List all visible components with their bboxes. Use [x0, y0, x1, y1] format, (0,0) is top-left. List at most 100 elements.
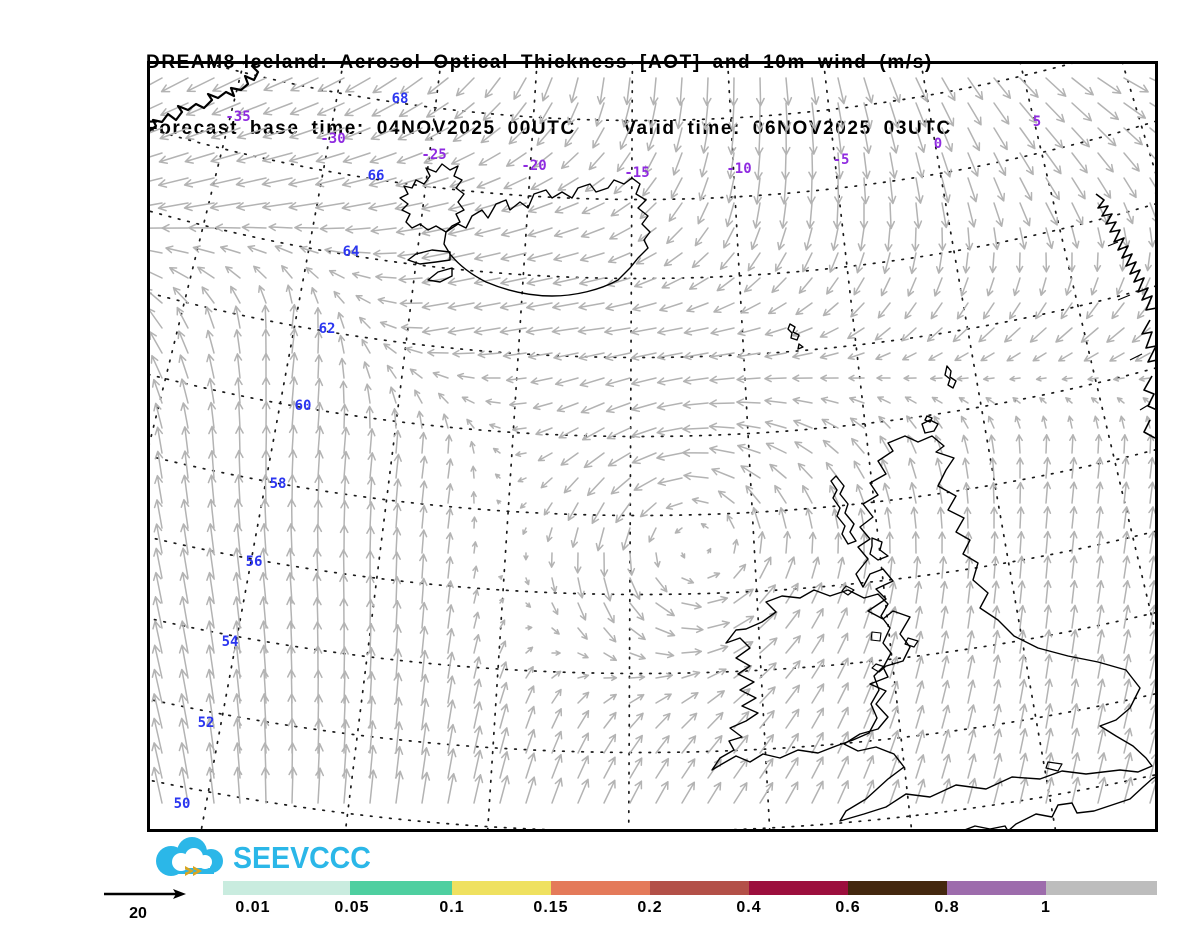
wind-arrow [709, 351, 735, 360]
wind-arrow [473, 701, 483, 729]
wind-arrow [315, 767, 325, 804]
wind-arrow [736, 421, 761, 430]
wind-arrow [474, 227, 501, 238]
wind-arrow [551, 688, 562, 704]
wind-arrow [447, 227, 475, 237]
wind-arrow [1004, 327, 1021, 343]
wind-arrow [317, 77, 345, 92]
wind-arrow [733, 782, 748, 804]
wind-arrow [863, 656, 874, 679]
wind-arrow [805, 507, 813, 529]
wind-arrow [1083, 352, 1099, 362]
wind-arrow [615, 502, 631, 524]
greenland-coast [150, 64, 260, 132]
wind-arrow [792, 396, 813, 405]
wind-arrow [707, 668, 727, 679]
wind-arrow [811, 658, 825, 679]
legend-swatch [551, 881, 650, 895]
wind-arrow [580, 227, 605, 239]
wind-arrow [819, 327, 839, 338]
wind-arrow [525, 728, 536, 754]
wind-arrow [596, 77, 606, 105]
wind-arrow [1069, 481, 1078, 504]
wind-arrow [726, 514, 735, 529]
wind-arrow [499, 619, 506, 629]
longitude-label: -15 [624, 165, 649, 181]
wind-arrow [941, 77, 956, 102]
wind-arrow [1131, 327, 1151, 343]
wind-arrow [681, 602, 702, 610]
wind-arrow [655, 735, 670, 754]
wind-arrow [960, 415, 969, 429]
wind-arrow [185, 127, 215, 141]
wind-arrow [473, 277, 501, 287]
wind-arrow [150, 127, 163, 134]
wind-arrow [681, 648, 703, 656]
wind-arrow [299, 245, 319, 254]
wind-arrow [560, 152, 579, 170]
wind-arrow [1123, 653, 1132, 679]
wind-arrow [421, 202, 449, 212]
wind-arrow [1071, 77, 1094, 96]
wind-arrow [733, 734, 749, 754]
wind-arrow [884, 227, 893, 252]
wind-arrow [604, 352, 631, 362]
wind-arrow [151, 378, 163, 404]
wind-arrow [1045, 77, 1067, 97]
wind-arrow [992, 227, 1001, 251]
wind-arrow [673, 127, 683, 153]
wind-arrow [234, 401, 244, 429]
wind-arrow [1109, 352, 1125, 362]
wind-arrow [179, 378, 189, 404]
wind-arrow [476, 177, 501, 189]
outer-hebrides [830, 475, 857, 545]
wind-arrow [963, 506, 972, 529]
wind-arrow [938, 531, 946, 554]
wind-arrow [875, 352, 891, 361]
wind-arrow [990, 506, 998, 529]
wind-arrow [1095, 530, 1104, 554]
wind-arrow [785, 708, 800, 729]
wind-arrow [952, 327, 969, 343]
wind-arrow [1097, 776, 1107, 804]
graticule-labels: -35 -30 -25 -20 -15 -10 -5 0 5 68 66 64 62 60 58 56 54 52… [174, 91, 1042, 812]
wind-arrow [989, 252, 997, 274]
wind-arrow [1149, 202, 1155, 222]
wind-arrow [736, 398, 761, 407]
wind-arrow [610, 477, 631, 495]
wind-arrow [698, 177, 709, 202]
wind-arrow [1148, 481, 1155, 504]
lough-neagh [870, 631, 882, 642]
wind-arrow [577, 326, 605, 335]
wind-arrow [405, 346, 423, 354]
wind-arrow [287, 473, 297, 504]
wind-arrow [859, 202, 869, 230]
wind-arrow [445, 556, 454, 579]
wind-arrow [1041, 415, 1048, 429]
wind-arrow [1095, 481, 1104, 504]
wind-arrow [557, 177, 579, 191]
wind-arrow [473, 749, 483, 779]
wind-arrow [554, 202, 579, 214]
wind-arrow [914, 580, 923, 604]
wind-arrow [262, 127, 293, 140]
wind-arrow [931, 396, 943, 404]
wind-arrow [153, 523, 163, 554]
wind-arrow [207, 498, 217, 529]
wind-arrow [492, 447, 501, 454]
wind-arrow [288, 449, 298, 479]
wind-arrow [683, 471, 709, 481]
wind-arrow [551, 708, 563, 729]
wind-arrow [1044, 703, 1054, 729]
wind-arrow [1071, 202, 1084, 226]
wind-arrow [550, 577, 558, 593]
wind-arrow [740, 302, 761, 314]
wind-arrow [153, 499, 163, 529]
wind-arrow [1071, 727, 1080, 754]
wind-arrow [393, 648, 403, 679]
wind-arrow [681, 625, 704, 634]
wind-arrow [707, 644, 729, 654]
wind-arrow [1144, 252, 1152, 272]
wind-arrow [1019, 703, 1028, 729]
wind-arrow [471, 516, 478, 529]
